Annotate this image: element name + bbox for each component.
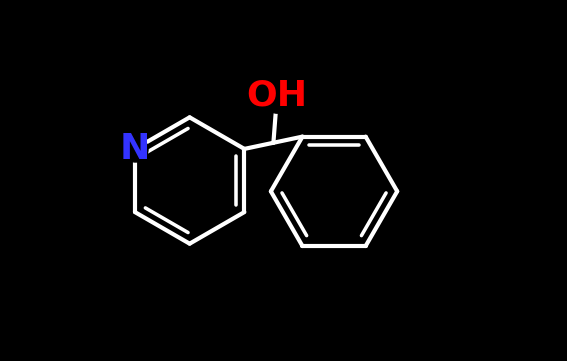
Text: OH: OH	[247, 79, 307, 113]
Text: N: N	[120, 132, 150, 166]
